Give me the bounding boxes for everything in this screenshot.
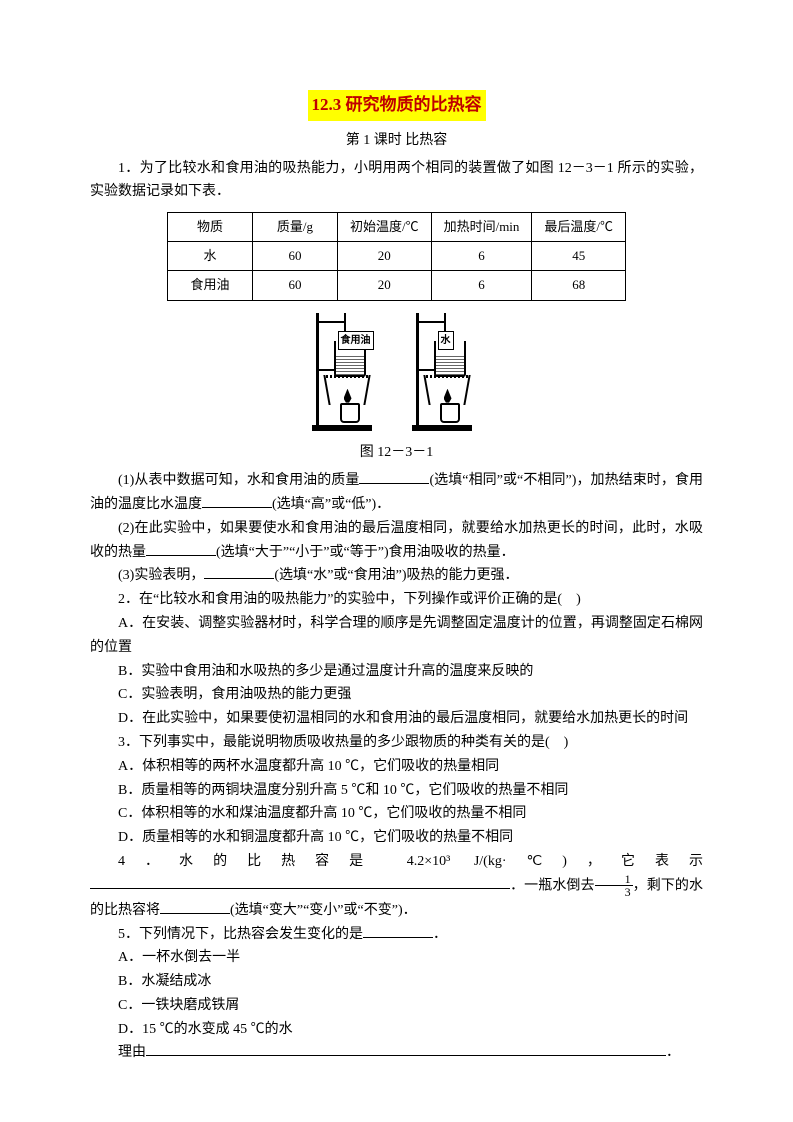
th-init-temp: 初始温度/℃ — [337, 213, 431, 242]
cell: 68 — [532, 271, 626, 300]
text: (选填“大于”“小于”或“等于”)食用油吸收的热量． — [216, 545, 515, 560]
beaker-label-oil: 食用油 — [338, 331, 374, 350]
cell: 水 — [167, 242, 252, 271]
text: 4．水的比热容是 4.2×10³ J/(kg·℃)，它表示 — [118, 854, 703, 869]
q5-reason: 理由 ． — [90, 1041, 703, 1065]
cell: 60 — [252, 271, 337, 300]
apparatus-oil-icon: 食用油 — [312, 311, 382, 431]
text: (选填“高”或“低”)． — [272, 497, 390, 512]
q1-part2: (2)在此实验中，如果要使水和食用油的最后温度相同，就要给水加热更长的时间，此时… — [90, 517, 703, 565]
page-title: 12.3 研究物质的比热容 — [308, 90, 486, 121]
table-row: 食用油 60 20 6 68 — [167, 271, 625, 300]
q3-option-c: C．体积相等的水和煤油温度都升高 10 ℃，它们吸收的热量不相同 — [90, 802, 703, 826]
cell: 60 — [252, 242, 337, 271]
q4: 4．水的比热容是 4.2×10³ J/(kg·℃)，它表示．一瓶水倒去13，剩下… — [90, 850, 703, 923]
cell: 20 — [337, 242, 431, 271]
q1-part1: (1)从表中数据可知，水和食用油的质量(选填“相同”或“不相同”)，加热结束时，… — [90, 469, 703, 517]
q5-stem: 5．下列情况下，比热容会发生变化的是 ． — [90, 923, 703, 947]
text: 5．下列情况下，比热容会发生变化的是 — [118, 927, 363, 942]
blank-input[interactable] — [90, 874, 510, 889]
cell: 6 — [431, 242, 532, 271]
table-header-row: 物质 质量/g 初始温度/℃ 加热时间/min 最后温度/℃ — [167, 213, 625, 242]
q2-option-c: C．实验表明，食用油吸热的能力更强 — [90, 683, 703, 707]
data-table: 物质 质量/g 初始温度/℃ 加热时间/min 最后温度/℃ 水 60 20 6… — [167, 212, 626, 300]
q3-option-b: B．质量相等的两铜块温度分别升高 5 ℃和 10 ℃，它们吸收的热量不相同 — [90, 779, 703, 803]
q3-option-d: D．质量相等的水和铜温度都升高 10 ℃，它们吸收的热量不相同 — [90, 826, 703, 850]
text: (3)实验表明， — [118, 568, 204, 583]
q5-option-d: D．15 ℃的水变成 45 ℃的水 — [90, 1018, 703, 1042]
q3-option-a: A．体积相等的两杯水温度都升高 10 ℃，它们吸收的热量相同 — [90, 755, 703, 779]
th-mass: 质量/g — [252, 213, 337, 242]
text: 理由 — [118, 1045, 146, 1060]
text: (选填“变大”“变小”或“不变”)． — [230, 903, 417, 918]
q5-option-a: A．一杯水倒去一半 — [90, 946, 703, 970]
blank-input[interactable] — [160, 899, 230, 914]
apparatus-water-icon: 水 — [412, 311, 482, 431]
beaker-label-water: 水 — [438, 331, 454, 350]
q3-stem: 3．下列事实中，最能说明物质吸收热量的多少跟物质的种类有关的是( ) — [90, 731, 703, 755]
cell: 45 — [532, 242, 626, 271]
th-time: 加热时间/min — [431, 213, 532, 242]
blank-input[interactable] — [363, 923, 433, 938]
figure-caption: 图 12－3－1 — [90, 441, 703, 465]
blank-input[interactable] — [202, 493, 272, 508]
text: ．一瓶水倒去 — [510, 878, 595, 893]
denominator: 3 — [595, 886, 633, 898]
text: ． — [433, 927, 447, 942]
th-final-temp: 最后温度/℃ — [532, 213, 626, 242]
cell: 食用油 — [167, 271, 252, 300]
q1-intro: 1．为了比较水和食用油的吸热能力，小明用两个相同的装置做了如图 12－3－1 所… — [90, 157, 703, 205]
fraction-icon: 13 — [595, 873, 633, 898]
th-substance: 物质 — [167, 213, 252, 242]
figure: 食用油 水 — [90, 311, 703, 440]
cell: 20 — [337, 271, 431, 300]
text: (选填“水”或“食用油”)吸热的能力更强． — [274, 568, 518, 583]
text: ． — [666, 1045, 680, 1060]
blank-input[interactable] — [359, 469, 429, 484]
subtitle: 第 1 课时 比热容 — [90, 129, 703, 153]
q5-option-b: B．水凝结成冰 — [90, 970, 703, 994]
blank-input[interactable] — [204, 564, 274, 579]
q5-option-c: C．一铁块磨成铁屑 — [90, 994, 703, 1018]
q2-option-d: D．在此实验中，如果要使初温相同的水和食用油的最后温度相同，就要给水加热更长的时… — [90, 707, 703, 731]
numerator: 1 — [595, 873, 633, 886]
text: (1)从表中数据可知，水和食用油的质量 — [118, 473, 359, 488]
blank-input[interactable] — [146, 541, 216, 556]
blank-input[interactable] — [146, 1041, 666, 1056]
q2-option-b: B．实验中食用油和水吸热的多少是通过温度计升高的温度来反映的 — [90, 660, 703, 684]
q1-part3: (3)实验表明， (选填“水”或“食用油”)吸热的能力更强． — [90, 564, 703, 588]
table-row: 水 60 20 6 45 — [167, 242, 625, 271]
cell: 6 — [431, 271, 532, 300]
q2-stem: 2．在“比较水和食用油的吸热能力”的实验中，下列操作或评价正确的是( ) — [90, 588, 703, 612]
q2-option-a: A．在安装、调整实验器材时，科学合理的顺序是先调整固定温度计的位置，再调整固定石… — [90, 612, 703, 660]
